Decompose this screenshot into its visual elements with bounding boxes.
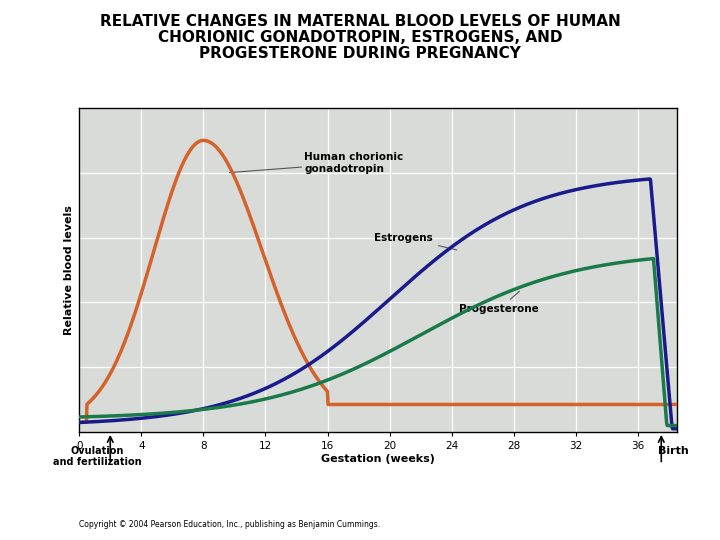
Text: Progesterone: Progesterone	[459, 291, 539, 314]
Text: Copyright © 2004 Pearson Education, Inc., publishing as Benjamin Cummings.: Copyright © 2004 Pearson Education, Inc.…	[79, 520, 380, 529]
Text: Human chorionic
gonadotropin: Human chorionic gonadotropin	[230, 152, 403, 174]
Y-axis label: Relative blood levels: Relative blood levels	[63, 205, 73, 335]
Text: Ovulation
and fertilization: Ovulation and fertilization	[53, 446, 142, 467]
Text: Birth: Birth	[658, 446, 688, 456]
X-axis label: Gestation (weeks): Gestation (weeks)	[321, 454, 435, 464]
Text: PROGESTERONE DURING PREGNANCY: PROGESTERONE DURING PREGNANCY	[199, 46, 521, 61]
Text: RELATIVE CHANGES IN MATERNAL BLOOD LEVELS OF HUMAN: RELATIVE CHANGES IN MATERNAL BLOOD LEVEL…	[99, 14, 621, 29]
Text: CHORIONIC GONADOTROPIN, ESTROGENS, AND: CHORIONIC GONADOTROPIN, ESTROGENS, AND	[158, 30, 562, 45]
Text: Estrogens: Estrogens	[374, 233, 456, 250]
